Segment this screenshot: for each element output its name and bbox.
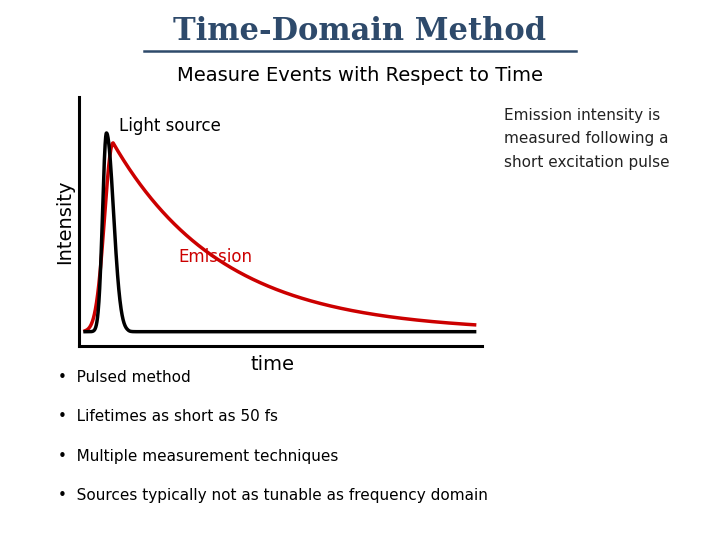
Text: •  Sources typically not as tunable as frequency domain: • Sources typically not as tunable as fr… — [58, 488, 487, 503]
Y-axis label: Intensity: Intensity — [55, 179, 73, 264]
Text: Emission: Emission — [179, 248, 253, 266]
Text: Emission intensity is
measured following a
short excitation pulse: Emission intensity is measured following… — [504, 108, 670, 170]
Text: •  Multiple measurement techniques: • Multiple measurement techniques — [58, 449, 338, 464]
Text: Measure Events with Respect to Time: Measure Events with Respect to Time — [177, 66, 543, 85]
Text: Time-Domain Method: Time-Domain Method — [174, 16, 546, 47]
Text: •  Lifetimes as short as 50 fs: • Lifetimes as short as 50 fs — [58, 409, 278, 424]
Text: time: time — [250, 355, 294, 374]
Text: Light source: Light source — [119, 117, 221, 135]
Text: •  Pulsed method: • Pulsed method — [58, 370, 190, 385]
